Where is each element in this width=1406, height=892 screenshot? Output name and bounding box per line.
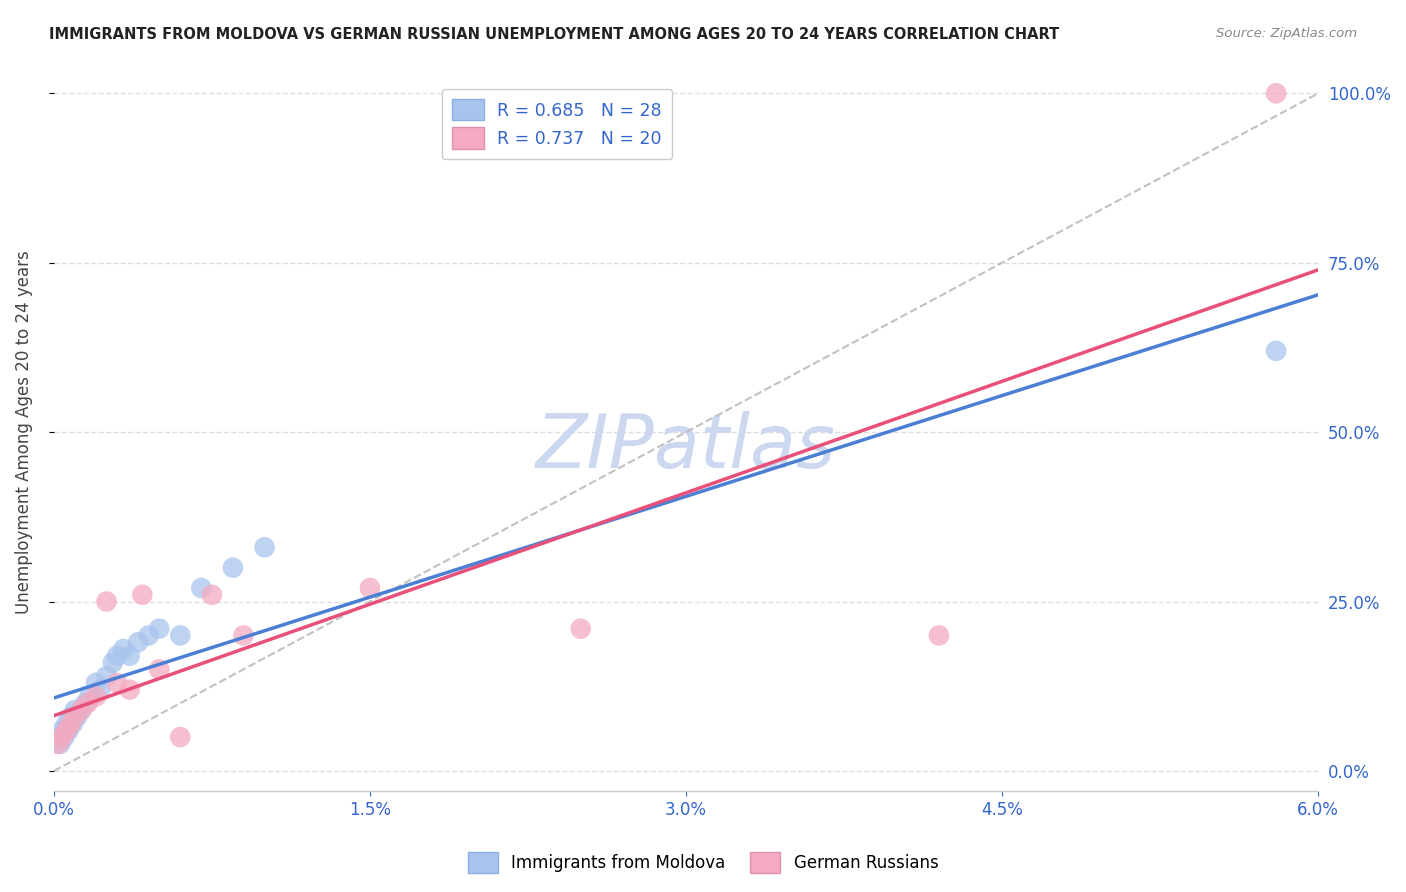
Point (201, 588, 224, 602)
Point (138, 628, 160, 642)
Point (76, 696, 98, 710)
Point (169, 730, 191, 744)
Point (1265, 87, 1288, 101)
Point (55, 723, 77, 738)
Point (253, 541, 276, 555)
Point (70, 703, 93, 717)
Point (75, 696, 97, 710)
Point (131, 588, 153, 602)
Point (51, 723, 73, 738)
Point (63, 710, 86, 724)
Point (66, 710, 89, 724)
Legend: Immigrants from Moldova, German Russians: Immigrants from Moldova, German Russians (461, 846, 945, 880)
Point (232, 628, 254, 642)
Point (96, 594, 118, 608)
Point (222, 560, 245, 574)
Point (105, 676, 128, 690)
Point (148, 622, 170, 636)
Point (55, 716, 77, 731)
Point (84, 690, 107, 704)
Point (63, 703, 86, 717)
Point (169, 628, 191, 642)
Point (569, 622, 592, 636)
Point (190, 581, 212, 595)
Point (101, 656, 124, 670)
Y-axis label: Unemployment Among Ages 20 to 24 years: Unemployment Among Ages 20 to 24 years (15, 251, 32, 614)
Point (59, 710, 82, 724)
Point (70, 703, 93, 717)
Point (148, 662, 170, 676)
Point (118, 682, 141, 697)
Point (58, 723, 80, 738)
Point (79, 690, 101, 704)
Point (118, 648, 141, 663)
Point (59, 716, 82, 731)
Legend: R = 0.685   N = 28, R = 0.737   N = 20: R = 0.685 N = 28, R = 0.737 N = 20 (441, 89, 672, 159)
Point (127, 635, 149, 649)
Point (928, 628, 950, 642)
Text: ZIPatlas: ZIPatlas (536, 410, 837, 483)
Point (1265, 343, 1288, 358)
Text: Source: ZipAtlas.com: Source: ZipAtlas.com (1216, 27, 1357, 40)
Point (84, 676, 107, 690)
Point (89, 682, 111, 697)
Point (49, 737, 72, 751)
Point (112, 642, 135, 657)
Point (53, 730, 76, 744)
Point (46, 737, 69, 751)
Point (105, 648, 128, 663)
Point (359, 581, 381, 595)
Point (51, 730, 73, 744)
Point (96, 669, 118, 683)
Point (46, 730, 69, 744)
Text: IMMIGRANTS FROM MOLDOVA VS GERMAN RUSSIAN UNEMPLOYMENT AMONG AGES 20 TO 24 YEARS: IMMIGRANTS FROM MOLDOVA VS GERMAN RUSSIA… (49, 27, 1060, 42)
Point (62, 716, 84, 731)
